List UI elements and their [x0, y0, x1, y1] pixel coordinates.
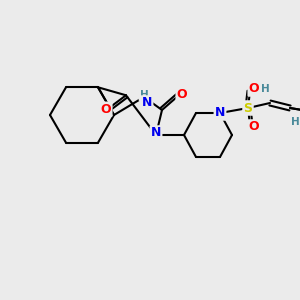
Text: O: O: [249, 82, 259, 95]
Text: O: O: [177, 88, 187, 100]
Text: O: O: [249, 121, 259, 134]
Text: H: H: [140, 90, 148, 100]
Text: N: N: [142, 97, 152, 110]
Text: O: O: [101, 103, 111, 116]
Text: N: N: [151, 127, 161, 140]
Text: H: H: [261, 84, 269, 94]
Text: S: S: [244, 101, 253, 115]
Text: H: H: [291, 117, 299, 127]
Text: N: N: [215, 106, 225, 119]
